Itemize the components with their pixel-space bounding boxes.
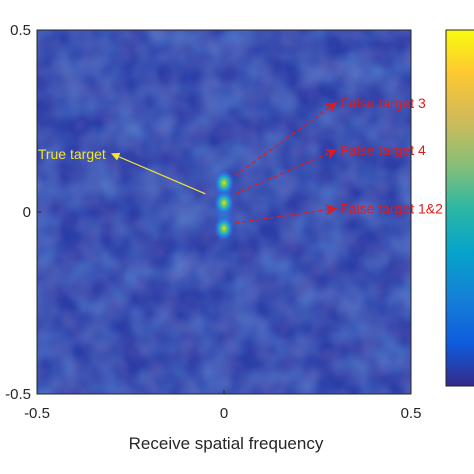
x-tick-label: -0.5 xyxy=(24,405,50,422)
x-tick-label: 0 xyxy=(220,405,228,422)
x-tick-group: -0.5 0 0.5 xyxy=(24,390,421,422)
y-tick-label: -0.5 xyxy=(5,386,31,403)
annotation-label: False target 4 xyxy=(340,142,426,158)
annotation-label: False target 1&2 xyxy=(340,200,443,216)
x-axis-label: Receive spatial frequency xyxy=(129,434,324,453)
y-tick-label: 0 xyxy=(23,204,31,221)
y-tick-label: 0.5 xyxy=(10,22,31,39)
annotation-label: True target xyxy=(38,146,106,162)
annotation-arrow xyxy=(234,148,338,195)
annotation-group: True target False target 3 False target 4 F… xyxy=(38,95,443,224)
annotation-arrow xyxy=(235,204,338,224)
target-peak-group xyxy=(213,170,235,241)
target-peak xyxy=(214,190,234,216)
colorbar xyxy=(445,29,474,387)
x-tick-label: 0.5 xyxy=(401,405,422,422)
annotation-label: False target 3 xyxy=(340,95,426,111)
target-peak xyxy=(213,170,235,196)
heatmap-plot-area xyxy=(37,30,411,394)
annotation-arrow xyxy=(111,152,206,195)
target-peak xyxy=(214,215,234,241)
y-tick-group: -0.5 0 0.5 xyxy=(5,22,41,403)
